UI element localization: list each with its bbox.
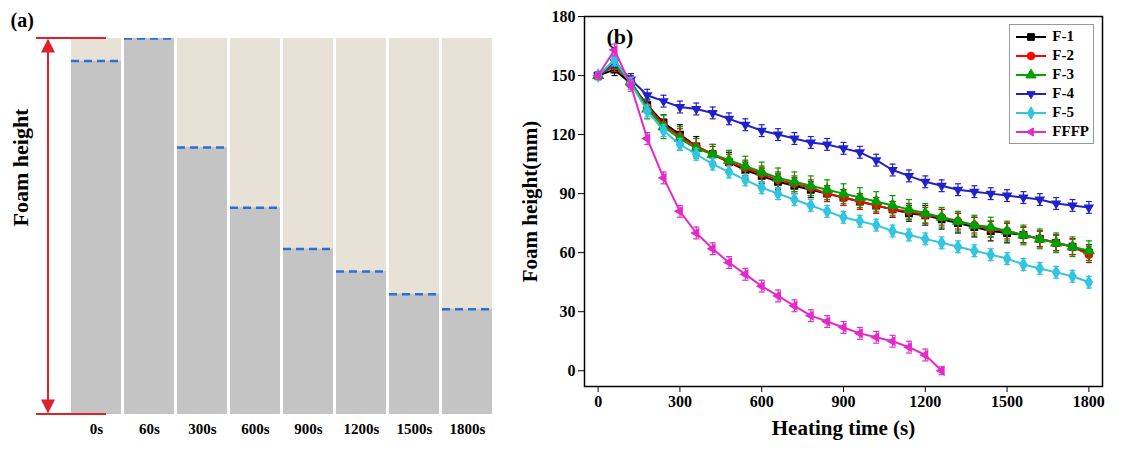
svg-text:300: 300	[668, 393, 692, 410]
svg-text:Foam height: Foam height	[8, 108, 33, 227]
svg-text:90: 90	[560, 185, 576, 202]
svg-text:1200: 1200	[909, 393, 941, 410]
svg-text:0: 0	[594, 393, 602, 410]
svg-text:600: 600	[750, 393, 774, 410]
html-text:F-2: F-2	[1052, 47, 1074, 63]
svg-text:60: 60	[560, 244, 576, 261]
svg-text:1500s: 1500s	[397, 421, 433, 437]
svg-text:0: 0	[568, 362, 576, 379]
svg-text:1500: 1500	[991, 393, 1023, 410]
html-text:F-4: F-4	[1052, 85, 1074, 101]
svg-text:(a): (a)	[11, 9, 34, 32]
svg-text:1200s: 1200s	[344, 421, 380, 437]
svg-text:0s: 0s	[90, 421, 104, 437]
html-text:F-5: F-5	[1052, 104, 1074, 120]
svg-text:60s: 60s	[139, 421, 160, 437]
svg-text:600s: 600s	[241, 421, 270, 437]
svg-text:150: 150	[552, 67, 576, 84]
html-text:F-1: F-1	[1052, 28, 1074, 44]
svg-text:1800: 1800	[1073, 393, 1105, 410]
svg-text:30: 30	[560, 303, 576, 320]
svg-text:1800s: 1800s	[450, 421, 486, 437]
svg-text:180: 180	[552, 8, 576, 25]
html-text:F-3: F-3	[1052, 66, 1074, 82]
svg-text:900: 900	[832, 393, 856, 410]
svg-text:Foam height(mm): Foam height(mm)	[518, 121, 542, 283]
svg-text:300s: 300s	[188, 421, 217, 437]
svg-text:900s: 900s	[294, 421, 323, 437]
html-text:FFFP: FFFP	[1052, 123, 1089, 139]
svg-text:120: 120	[552, 126, 576, 143]
svg-text:Heating time (s): Heating time (s)	[772, 416, 915, 440]
svg-text:(b): (b)	[607, 24, 634, 49]
